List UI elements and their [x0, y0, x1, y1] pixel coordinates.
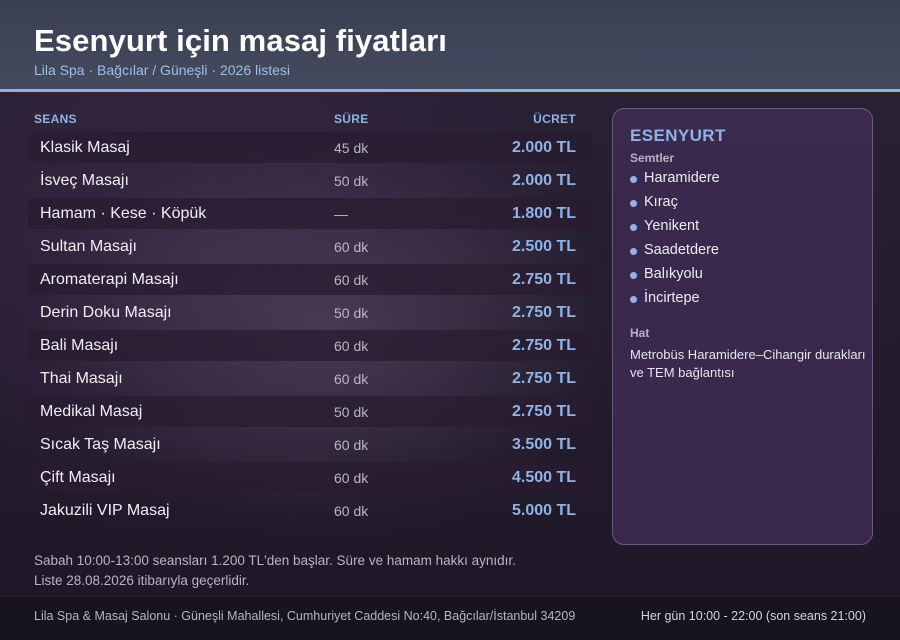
- table-row: Klasik Masaj 45 dk 2.000 TL: [28, 132, 592, 163]
- footer-hours: Her gün 10:00 - 22:00 (son seans 21:00): [640, 609, 866, 623]
- list-item: Kıraç: [630, 194, 720, 218]
- note-validity-date: Liste 28.08.2026 itibarıyla geçerlidir.: [34, 573, 250, 588]
- list-item: İncirtepe: [630, 290, 720, 314]
- bullet-icon: [630, 248, 637, 255]
- row-duration: 60 dk: [334, 470, 369, 486]
- row-duration: 50 dk: [334, 305, 369, 321]
- row-name: Jakuzili VIP Masaj: [40, 502, 170, 519]
- footer-address: Lila Spa & Masaj Salonu · Güneşli Mahall…: [34, 609, 576, 623]
- row-duration: 60 dk: [334, 338, 369, 354]
- table-row: Jakuzili VIP Masaj 60 dk 5.000 TL: [28, 495, 592, 526]
- page-title: Esenyurt için masaj fiyatları: [34, 23, 447, 58]
- row-name: Çift Masajı: [40, 469, 116, 486]
- note-morning-sessions: Sabah 10:00-13:00 seansları 1.200 TL'den…: [34, 553, 516, 568]
- table-row: Sultan Masajı 60 dk 2.500 TL: [28, 231, 592, 262]
- list-item: Balıkyolu: [630, 266, 720, 290]
- semt-name: Yenikent: [644, 218, 700, 234]
- row-price: 2.750 TL: [511, 403, 576, 420]
- hat-label: Hat: [630, 326, 650, 340]
- table-row: Medikal Masaj 50 dk 2.750 TL: [28, 396, 592, 427]
- row-price: 2.500 TL: [511, 238, 576, 255]
- row-name: Derin Doku Masajı: [40, 304, 172, 321]
- row-name: Thai Masajı: [40, 370, 123, 387]
- row-name: Aromaterapi Masajı: [40, 271, 179, 288]
- bullet-icon: [630, 200, 637, 207]
- bullet-icon: [630, 296, 637, 303]
- row-price: 3.500 TL: [511, 436, 576, 453]
- table-row: İsveç Masajı 50 dk 2.000 TL: [28, 165, 592, 196]
- row-name: Hamam · Kese · Köpük: [40, 205, 207, 222]
- row-duration: 60 dk: [334, 371, 369, 387]
- semt-name: Kıraç: [644, 194, 678, 210]
- row-price: 2.750 TL: [511, 271, 576, 288]
- semt-name: İncirtepe: [644, 290, 700, 306]
- table-row: Bali Masajı 60 dk 2.750 TL: [28, 330, 592, 361]
- column-header-sure: SÜRE: [334, 112, 369, 126]
- list-item: Haramidere: [630, 170, 720, 194]
- column-header-ucret: ÜCRET: [533, 112, 576, 126]
- semt-name: Haramidere: [644, 170, 720, 186]
- row-name: Sultan Masajı: [40, 238, 137, 255]
- row-duration: 50 dk: [334, 173, 369, 189]
- list-item: Saadetdere: [630, 242, 720, 266]
- table-row: Thai Masajı 60 dk 2.750 TL: [28, 363, 592, 394]
- semt-name: Balıkyolu: [644, 266, 703, 282]
- column-header-seans: SEANS: [34, 112, 77, 126]
- price-notes: Sabah 10:00-13:00 seansları 1.200 TL'den…: [34, 551, 516, 591]
- row-duration: 60 dk: [334, 437, 369, 453]
- table-row: Hamam · Kese · Köpük — 1.800 TL: [28, 198, 592, 229]
- row-duration: 45 dk: [334, 140, 369, 156]
- list-item: Yenikent: [630, 218, 720, 242]
- table-row: Derin Doku Masajı 50 dk 2.750 TL: [28, 297, 592, 328]
- row-duration: 50 dk: [334, 404, 369, 420]
- row-name: İsveç Masajı: [40, 172, 129, 189]
- row-price: 2.750 TL: [511, 370, 576, 387]
- row-duration: 60 dk: [334, 272, 369, 288]
- row-name: Klasik Masaj: [40, 139, 130, 156]
- table-row: Aromaterapi Masajı 60 dk 2.750 TL: [28, 264, 592, 295]
- table-row: Sıcak Taş Masajı 60 dk 3.500 TL: [28, 429, 592, 460]
- table-header: SEANS SÜRE ÜCRET: [28, 108, 592, 132]
- row-price: 2.750 TL: [511, 337, 576, 354]
- row-duration: 60 dk: [334, 503, 369, 519]
- row-name: Sıcak Taş Masajı: [40, 436, 161, 453]
- table-row: Çift Masajı 60 dk 4.500 TL: [28, 462, 592, 493]
- semt-list: Haramidere Kıraç Yenikent Saadetdere Bal…: [630, 170, 720, 314]
- bullet-icon: [630, 176, 637, 183]
- header-divider: [0, 89, 900, 92]
- bullet-icon: [630, 272, 637, 279]
- page-header: Esenyurt için masaj fiyatları Lila Spa ·…: [0, 0, 900, 89]
- row-price: 4.500 TL: [511, 469, 576, 486]
- row-name: Medikal Masaj: [40, 403, 143, 420]
- district-title: ESENYURT: [630, 126, 726, 145]
- district-card: ESENYURT Semtler Haramidere Kıraç Yenike…: [612, 108, 873, 545]
- row-name: Bali Masajı: [40, 337, 119, 354]
- row-price: 2.750 TL: [511, 304, 576, 321]
- row-duration: 60 dk: [334, 239, 369, 255]
- row-duration: —: [334, 206, 348, 222]
- price-table: SEANS SÜRE ÜCRET Klasik Masaj 45 dk 2.00…: [28, 108, 592, 528]
- hat-text: Metrobüs Haramidere–Cihangir durakları v…: [630, 347, 866, 380]
- row-price: 1.800 TL: [511, 205, 576, 222]
- page-subtitle: Lila Spa · Bağcılar / Güneşli · 2026 lis…: [34, 62, 291, 78]
- row-price: 5.000 TL: [511, 502, 576, 519]
- row-price: 2.000 TL: [511, 172, 576, 189]
- row-price: 2.000 TL: [511, 139, 576, 156]
- semt-name: Saadetdere: [644, 242, 719, 258]
- page-footer: Lila Spa & Masaj Salonu · Güneşli Mahall…: [0, 596, 900, 640]
- semtler-label: Semtler: [630, 151, 675, 165]
- bullet-icon: [630, 224, 637, 231]
